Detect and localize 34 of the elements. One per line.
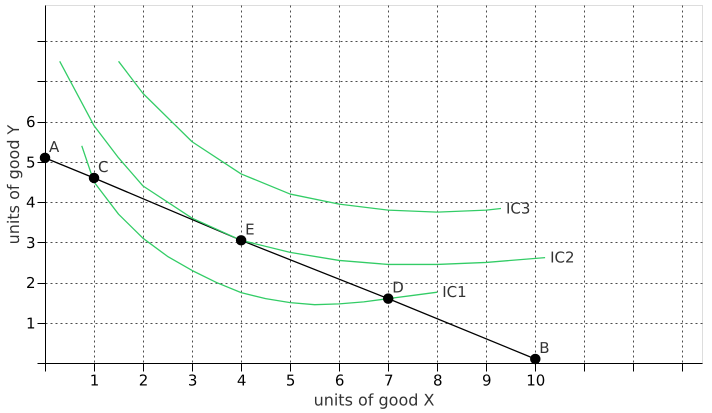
point <box>88 172 100 184</box>
x-tick-label: 7 <box>384 372 394 390</box>
annotation: A <box>49 138 60 156</box>
annotation: E <box>245 220 255 238</box>
x-tick-label: 10 <box>526 372 546 390</box>
y-tick-label: 2 <box>26 274 36 292</box>
annotation: D <box>392 278 404 297</box>
y-tick-label: 1 <box>26 314 36 332</box>
annotation: C <box>98 158 109 176</box>
y-tick-label: 5 <box>26 153 36 172</box>
x-tick-label: 1 <box>90 372 100 390</box>
series-label: IC1 <box>442 283 467 302</box>
series-label: IC3 <box>506 200 530 218</box>
line-series <box>59 60 546 266</box>
point <box>530 354 541 364</box>
y-axis-title: units of good Y <box>4 124 23 244</box>
x-tick-label: 9 <box>482 372 492 390</box>
y-tick-label: 4 <box>26 194 36 212</box>
x-tick-label: 2 <box>138 372 148 390</box>
series-label: IC2 <box>550 248 575 267</box>
line-series <box>118 60 502 213</box>
line-series <box>81 145 438 306</box>
point <box>382 293 394 304</box>
point <box>236 235 246 246</box>
annotation: B <box>539 338 550 357</box>
x-tick-label: 8 <box>432 372 443 390</box>
x-tick-label: 3 <box>188 372 198 390</box>
point <box>40 152 50 164</box>
x-axis-title: units of good X <box>314 390 434 410</box>
y-tick-label: 6 <box>26 113 36 132</box>
y-tick-label: 3 <box>26 234 36 252</box>
x-tick-label: 6 <box>334 372 344 390</box>
x-tick-label: 5 <box>286 372 296 390</box>
x-tick-label: 4 <box>236 372 246 390</box>
